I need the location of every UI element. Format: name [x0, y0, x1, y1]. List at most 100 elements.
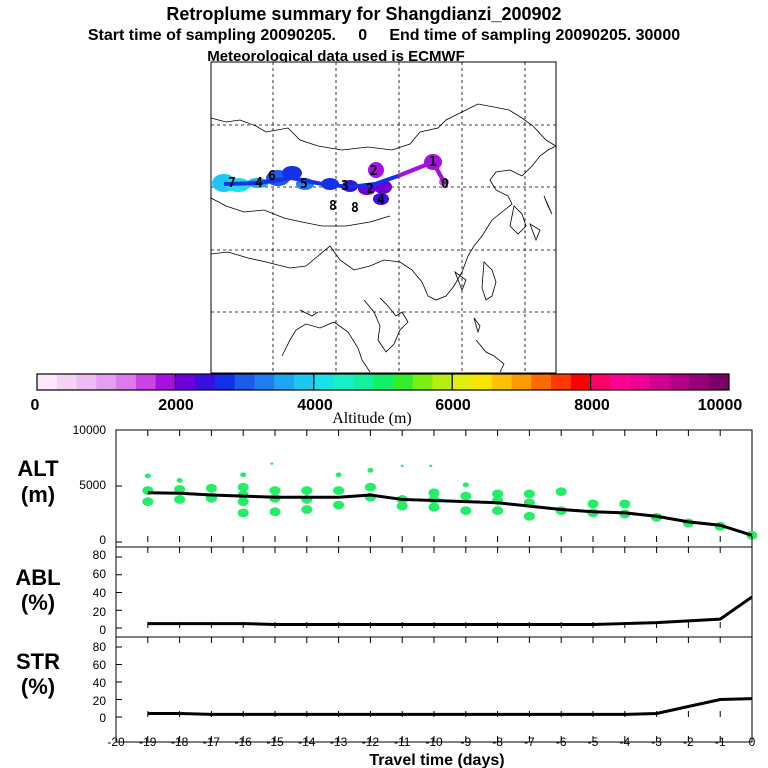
x-axis-ticks: -20 -19 -18 -17 -16 -15 -14 -13 -12 -11 -10 -9 -8 -7-…	[107, 429, 756, 749]
alt-scatter-point	[555, 487, 567, 496]
colorbar-cell	[392, 374, 414, 390]
colorbar-cell	[689, 374, 710, 390]
colorbar-cell	[37, 374, 58, 390]
trajectory-map: 0 1 2 2 3 4 4 5 6 7 8 8	[210, 61, 557, 374]
x-tick-label: -1	[715, 735, 726, 749]
day-label-1: 1	[429, 155, 437, 170]
day-label-4: 4	[377, 193, 385, 208]
x-tick-label: -14	[298, 735, 316, 749]
alt-scatter-point	[428, 488, 440, 498]
map-graticule	[211, 62, 556, 373]
alt-scatter-point	[144, 473, 151, 479]
day-label-8: 8	[329, 199, 337, 214]
colorbar-cell	[76, 374, 97, 390]
colorbar-cell	[313, 374, 335, 390]
colorbar-tick-8000: 8000	[574, 397, 610, 414]
abl-ytick-40: 40	[93, 586, 107, 600]
alt-scatter-point	[270, 462, 274, 465]
colorbar-cell	[333, 374, 354, 390]
colorbar-cell	[610, 374, 631, 390]
abl-label: ABL	[15, 565, 60, 590]
colorbar-cell	[412, 374, 433, 390]
colorbar-cell	[669, 374, 690, 390]
alt-scatter-point	[460, 506, 472, 516]
abl-panel: ABL (%) 80 60 40 20 0	[15, 548, 753, 637]
str-ytick-40: 40	[93, 676, 107, 690]
alt-ytick-0: 0	[99, 533, 106, 547]
x-tick-label: -13	[330, 735, 348, 749]
x-tick-label: -7	[524, 735, 535, 749]
alt-scatter-point	[492, 506, 504, 516]
alt-scatter-point	[619, 499, 631, 509]
alt-scatter-point	[301, 505, 313, 514]
alt-scatter-point	[523, 489, 535, 499]
colorbar-cell	[373, 374, 394, 390]
map-frame	[210, 61, 557, 374]
x-tick-label: -15	[266, 735, 284, 749]
x-tick-label: 0	[749, 735, 756, 749]
alt-scatter-point	[205, 483, 217, 493]
alt-panel: ALT (m) 10000 5000 0	[17, 423, 758, 547]
colorbar-cell	[155, 374, 176, 390]
str-ytick-20: 20	[93, 694, 107, 708]
x-tick-label: -18	[171, 735, 189, 749]
abl-ytick-80: 80	[93, 548, 107, 562]
x-tick-label: -6	[556, 735, 567, 749]
x-tick-label: -9	[460, 735, 471, 749]
colorbar-cell	[531, 374, 552, 390]
alt-scatter-point	[367, 467, 374, 473]
alt-scatter-point	[333, 486, 345, 495]
x-tick-label: -8	[492, 735, 503, 749]
alt-scatter-point	[176, 478, 183, 483]
alt-label: ALT	[17, 456, 59, 481]
alt-scatter-point	[587, 499, 599, 509]
x-tick-label: -5	[588, 735, 599, 749]
colorbar-tick-4000: 4000	[297, 397, 333, 414]
x-tick-label: -12	[362, 735, 380, 749]
colorbar-cell	[551, 374, 572, 390]
series-line-abl	[147, 595, 753, 626]
abl-unit: (%)	[21, 590, 55, 615]
alt-scatter-point	[301, 486, 313, 495]
alt-scatter-point	[237, 497, 249, 507]
altitude-colorbar: 0 2000 4000 6000 8000 10000 Altitude (m)	[31, 373, 742, 427]
alt-scatter-point	[364, 482, 376, 492]
alt-scatter-point	[269, 507, 281, 517]
x-tick-label: -19	[139, 735, 157, 749]
x-tick-label: -20	[107, 735, 125, 749]
time-series-panels: ALT (m) 10000 5000 0 ABL (%) 80 60 40 20…	[15, 423, 758, 768]
colorbar-cell	[274, 374, 295, 390]
colorbar-tick-0: 0	[31, 397, 40, 414]
alt-scatter-point	[174, 495, 186, 504]
str-ytick-0: 0	[99, 711, 106, 725]
x-tick-label: -4	[619, 735, 630, 749]
colorbar-cell	[649, 374, 671, 390]
day-label-5: 5	[300, 177, 308, 192]
alt-ytick-5000: 5000	[79, 478, 106, 492]
colorbar-cell	[452, 374, 473, 390]
day-label-2b: 2	[366, 182, 374, 197]
str-ytick-80: 80	[93, 640, 107, 654]
abl-ytick-60: 60	[93, 567, 107, 581]
str-panel: STR (%) 80 60 40 20 0	[16, 640, 753, 725]
meteo-source: Meteorological data used is ECMWF	[207, 48, 465, 65]
panels-frame	[115, 429, 753, 743]
alt-scatter-point	[400, 464, 404, 468]
x-tick-label: -3	[651, 735, 662, 749]
colorbar-cell	[135, 374, 157, 390]
day-label-0: 0	[441, 177, 449, 192]
colorbar-title: Altitude (m)	[332, 410, 412, 427]
colorbar-cell	[491, 374, 513, 390]
alt-scatter-point	[396, 501, 408, 511]
alt-scatter-point	[333, 500, 345, 510]
figure-title: Retroplume summary for Shangdianzi_20090…	[166, 4, 561, 24]
map-coastlines	[210, 103, 557, 373]
colorbar-cell	[254, 374, 275, 390]
alt-scatter-point	[492, 489, 504, 499]
colorbar-cell	[214, 374, 236, 390]
str-unit: (%)	[21, 674, 55, 699]
colorbar-cell	[234, 374, 255, 390]
x-tick-label: -17	[203, 735, 221, 749]
alt-scatter-point	[240, 472, 247, 478]
